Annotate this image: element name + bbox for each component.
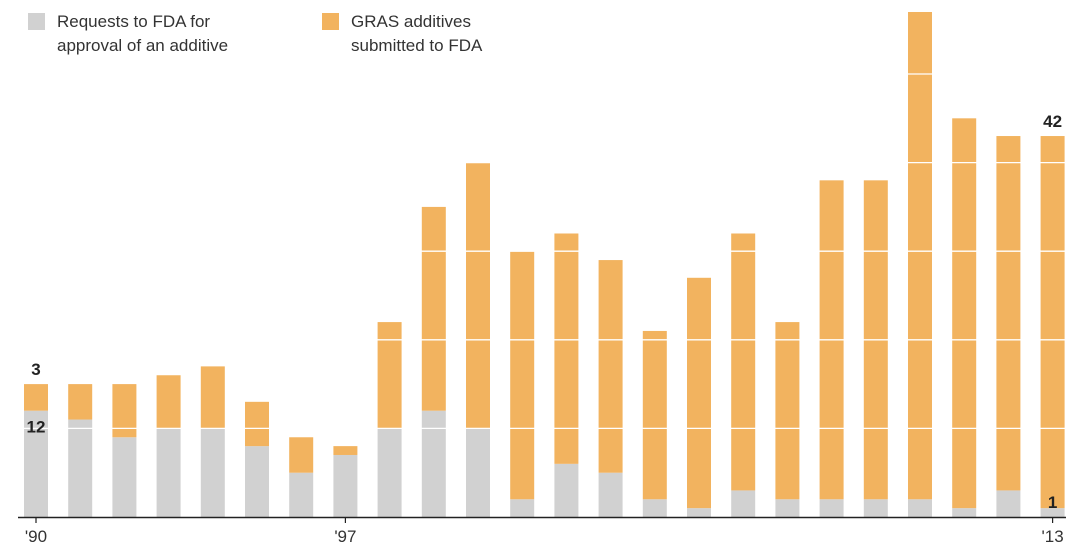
bar-fda-requests-2008 (819, 499, 844, 517)
bar-fda-requests-2013 (1040, 508, 1065, 517)
bar-gras-submissions-2006 (731, 233, 756, 491)
x-tick-label-1990: '90 (25, 527, 47, 546)
bar-fda-requests-1996 (289, 472, 314, 517)
bar-gras-submissions-2013 (1040, 136, 1065, 509)
bar-gras-submissions-1996 (289, 437, 314, 473)
bar-gras-submissions-2000 (466, 162, 490, 429)
bar-gras-submissions-2001 (510, 251, 535, 500)
bar-fda-requests-2010 (908, 499, 932, 517)
x-tick-label-1997: '97 (334, 527, 356, 546)
bar-fda-requests-2007 (775, 499, 800, 517)
bar-gras-submissions-1997 (333, 446, 358, 455)
bar-fda-requests-2011 (952, 508, 977, 517)
legend-swatch-fda (28, 13, 45, 30)
legend-item-fda-requests: Requests to FDA for approval of an addit… (28, 10, 228, 58)
bar-gras-submissions-2004 (642, 330, 667, 500)
data-label-fda-2013: 1 (1048, 493, 1057, 512)
bar-fda-requests-2004 (642, 499, 667, 517)
legend-item-gras-submissions: GRAS additives submitted to FDA (322, 10, 482, 58)
data-label-fda-1990: 12 (27, 418, 46, 437)
bar-fda-requests-2005 (687, 508, 711, 517)
bar-gras-submissions-1993 (156, 375, 181, 429)
bar-fda-requests-1998 (377, 428, 402, 517)
bar-fda-requests-1994 (200, 428, 225, 517)
bar-fda-requests-2003 (598, 472, 623, 517)
data-label-gras-2013: 42 (1043, 112, 1062, 131)
legend-label-gras: GRAS additives submitted to FDA (351, 12, 483, 55)
data-label-gras-1990: 3 (31, 360, 40, 379)
bar-fda-requests-2012 (996, 490, 1021, 517)
bars-group (24, 12, 1065, 517)
bar-gras-submissions-2005 (687, 277, 711, 509)
bar-gras-submissions-2010 (908, 12, 932, 500)
bar-fda-requests-1993 (156, 428, 181, 517)
bar-fda-requests-1997 (333, 454, 358, 517)
bar-gras-submissions-1998 (377, 322, 402, 429)
bar-gras-submissions-2007 (775, 322, 800, 500)
bar-fda-requests-2009 (863, 499, 888, 517)
bar-fda-requests-2006 (731, 490, 756, 517)
bar-gras-submissions-1992 (112, 384, 137, 438)
gridlines-group (0, 73, 1070, 430)
bar-gras-submissions-1991 (68, 384, 93, 420)
bar-fda-requests-2001 (510, 499, 535, 517)
bar-gras-submissions-1999 (421, 206, 446, 411)
bar-gras-submissions-2012 (996, 136, 1021, 491)
bar-gras-submissions-2011 (952, 118, 977, 509)
x-tick-label-2013: '13 (1042, 527, 1064, 546)
legend-label-fda: Requests to FDA for approval of an addit… (57, 12, 229, 55)
bar-gras-submissions-1994 (200, 366, 225, 429)
legend-swatch-gras (322, 13, 339, 30)
bar-gras-submissions-2003 (598, 260, 623, 473)
bar-gras-submissions-1990 (24, 384, 48, 411)
bar-gras-submissions-2002 (554, 233, 579, 464)
bar-fda-requests-1991 (68, 419, 93, 517)
bar-fda-requests-1999 (421, 410, 446, 517)
bar-fda-requests-2000 (466, 428, 490, 517)
bar-fda-requests-1995 (245, 446, 269, 517)
bar-fda-requests-1992 (112, 437, 137, 517)
bar-fda-requests-2002 (554, 463, 579, 517)
bar-gras-submissions-1995 (245, 401, 269, 447)
